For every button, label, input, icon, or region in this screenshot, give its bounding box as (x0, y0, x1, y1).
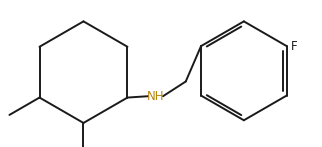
Text: NH: NH (147, 90, 164, 103)
Text: F: F (291, 40, 297, 53)
